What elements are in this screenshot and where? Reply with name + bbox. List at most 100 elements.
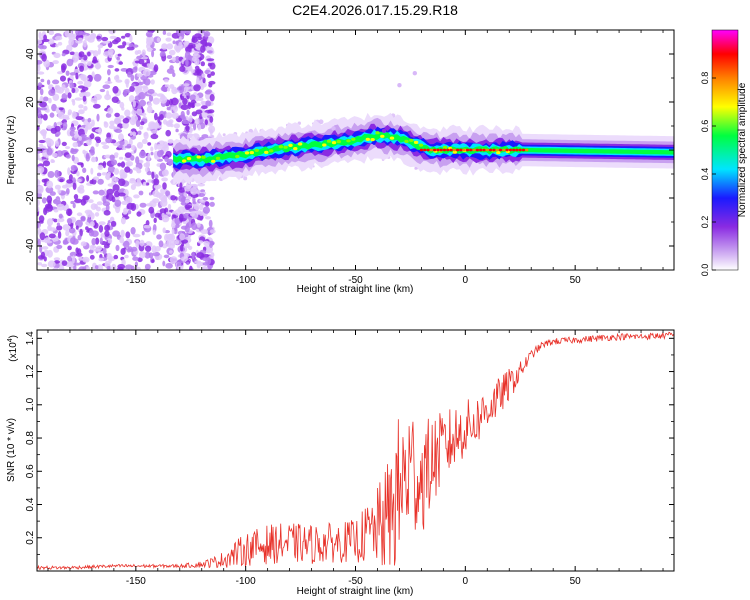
spectrogram-noise-blob xyxy=(62,224,70,231)
spectrogram-noise-blob xyxy=(65,154,71,159)
spectrogram-peak-blob xyxy=(442,148,447,152)
spectrogram-noise-blob xyxy=(97,164,104,170)
spectrogram-noise-blob xyxy=(185,125,190,132)
spectrogram-noise-blob xyxy=(111,159,118,166)
spectrogram-noise-blob xyxy=(124,254,129,259)
spectrogram-noise-blob xyxy=(62,122,68,130)
spectrogram-noise-blob xyxy=(132,100,136,108)
spectrogram-noise-blob xyxy=(161,212,165,218)
spectrogram-noise-blob xyxy=(48,30,55,36)
spectrogram-noise-blob xyxy=(128,95,135,103)
spectrogram-noise-blob xyxy=(172,40,176,45)
spectrogram-peak-blob xyxy=(326,139,332,143)
spectrogram-noise-blob xyxy=(102,247,107,255)
spectrogram-noise-blob xyxy=(167,203,172,210)
spectrogram-noise-blob xyxy=(192,53,201,59)
snr-series-line xyxy=(37,331,674,571)
spectrogram-noise-blob xyxy=(171,228,175,235)
spectrogram-noise-blob xyxy=(182,98,188,105)
spectrogram-noise-blob xyxy=(42,160,51,167)
spectrogram-noise-blob xyxy=(52,267,59,270)
spectrogram-noise-blob xyxy=(95,62,101,70)
spectrogram-noise-blob xyxy=(126,46,135,51)
spectrogram-noise-blob xyxy=(207,73,212,78)
spectrogram-noise-blob xyxy=(56,150,64,157)
spectrogram-noise-blob xyxy=(72,203,76,209)
spectrogram-noise-blob xyxy=(87,117,92,123)
spectrogram-noise-blob xyxy=(59,178,64,183)
spectrogram-noise-blob xyxy=(191,37,198,43)
spectrogram-noise-blob xyxy=(178,41,183,50)
spectrogram-noise-blob xyxy=(156,37,161,43)
snr-y-multiplier-exp: 4 xyxy=(7,338,14,342)
spectrogram-noise-blob xyxy=(208,83,213,88)
spectrogram-noise-blob xyxy=(71,111,77,119)
spectrogram-noise-blob xyxy=(133,194,140,199)
spectrogram-noise-blob xyxy=(37,199,40,207)
spectrogram-noise-blob xyxy=(75,247,79,254)
spectrogram-noise-blob xyxy=(207,36,215,45)
snr-x-label: Height of straight line (km) xyxy=(297,586,414,597)
spectrogram-noise-blob xyxy=(145,160,150,168)
spectrogram-noise-blob xyxy=(75,72,79,80)
spectrogram-noise-blob xyxy=(54,35,63,41)
spectrogram-noise-blob xyxy=(43,34,47,41)
spectrogram-noise-blob xyxy=(111,196,116,203)
spectrogram-noise-blob xyxy=(132,256,139,261)
spectrogram-noise-blob xyxy=(37,125,40,131)
spectrogram-noise-blob xyxy=(103,210,111,216)
spectrogram-noise-blob xyxy=(129,178,136,182)
spectrogram-noise-blob xyxy=(89,244,95,251)
spectrogram-noise-blob xyxy=(159,114,164,121)
spectrogram-peak-blob xyxy=(512,148,516,152)
spectrogram-noise-blob xyxy=(145,31,153,37)
spectrogram-peak-blob xyxy=(433,148,437,152)
spectrogram-noise-blob xyxy=(76,178,82,183)
spectrogram-noise-blob xyxy=(134,66,138,71)
spectrogram-noise-blob xyxy=(104,81,113,84)
spectrogram-noise-blob xyxy=(150,146,154,152)
spectrogram-noise-blob xyxy=(141,112,147,117)
spectrogram-noise-blob xyxy=(61,260,68,266)
spectrogram-noise-blob xyxy=(41,53,47,62)
spectrogram-peak-blob xyxy=(278,145,283,149)
spectrogram-noise-blob xyxy=(164,84,170,88)
snr-x-tick-label: 0 xyxy=(463,576,469,587)
spectrogram-noise-blob xyxy=(175,128,179,133)
spectrogram-noise-blob xyxy=(163,144,169,152)
spectrogram-noise-blob xyxy=(72,255,76,263)
spectrogram-noise-blob xyxy=(96,35,101,40)
spectrogram-noise-blob xyxy=(82,40,87,48)
spectrogram-noise-blob xyxy=(150,129,158,134)
spectrogram-x-tick-label: 50 xyxy=(570,275,582,286)
spectrogram-noise-blob xyxy=(57,41,63,46)
spectrogram-noise-blob xyxy=(82,256,90,263)
spectrogram-noise-blob xyxy=(48,97,52,104)
spectrogram-peak-blob xyxy=(215,156,221,160)
spectrogram-noise-blob xyxy=(209,196,215,201)
spectrogram-noise-blob xyxy=(69,72,77,76)
spectrogram-noise-blob xyxy=(75,225,79,230)
spectrogram-noise-blob xyxy=(151,259,155,263)
spectrogram-noise-blob xyxy=(172,72,176,78)
spectrogram-noise-blob xyxy=(186,109,190,116)
spectrogram-noise-blob xyxy=(202,206,210,214)
spectrogram-noise-blob xyxy=(65,229,70,237)
spectrogram-noise-blob xyxy=(102,195,107,204)
spectrogram-noise-blob xyxy=(200,61,205,67)
spectrogram-noise-blob xyxy=(141,49,146,57)
spectrogram-noise-blob xyxy=(158,240,164,248)
spectrogram-noise-blob xyxy=(177,86,183,91)
spectrogram-noise-blob xyxy=(207,50,213,54)
spectrogram-noise-blob xyxy=(209,201,215,207)
spectrogram-noise-blob xyxy=(189,265,193,270)
spectrogram-noise-blob xyxy=(138,81,144,86)
spectrogram-peak-blob xyxy=(264,150,269,154)
spectrogram-noise-blob xyxy=(137,104,142,110)
spectrogram-noise-blob xyxy=(90,146,95,154)
spectrogram-noise-blob xyxy=(134,60,140,64)
spectrogram-noise-blob xyxy=(87,61,92,67)
spectrogram-noise-blob xyxy=(131,246,138,252)
spectrogram-peak-blob xyxy=(492,148,496,152)
colorbar-gradient xyxy=(711,29,739,271)
